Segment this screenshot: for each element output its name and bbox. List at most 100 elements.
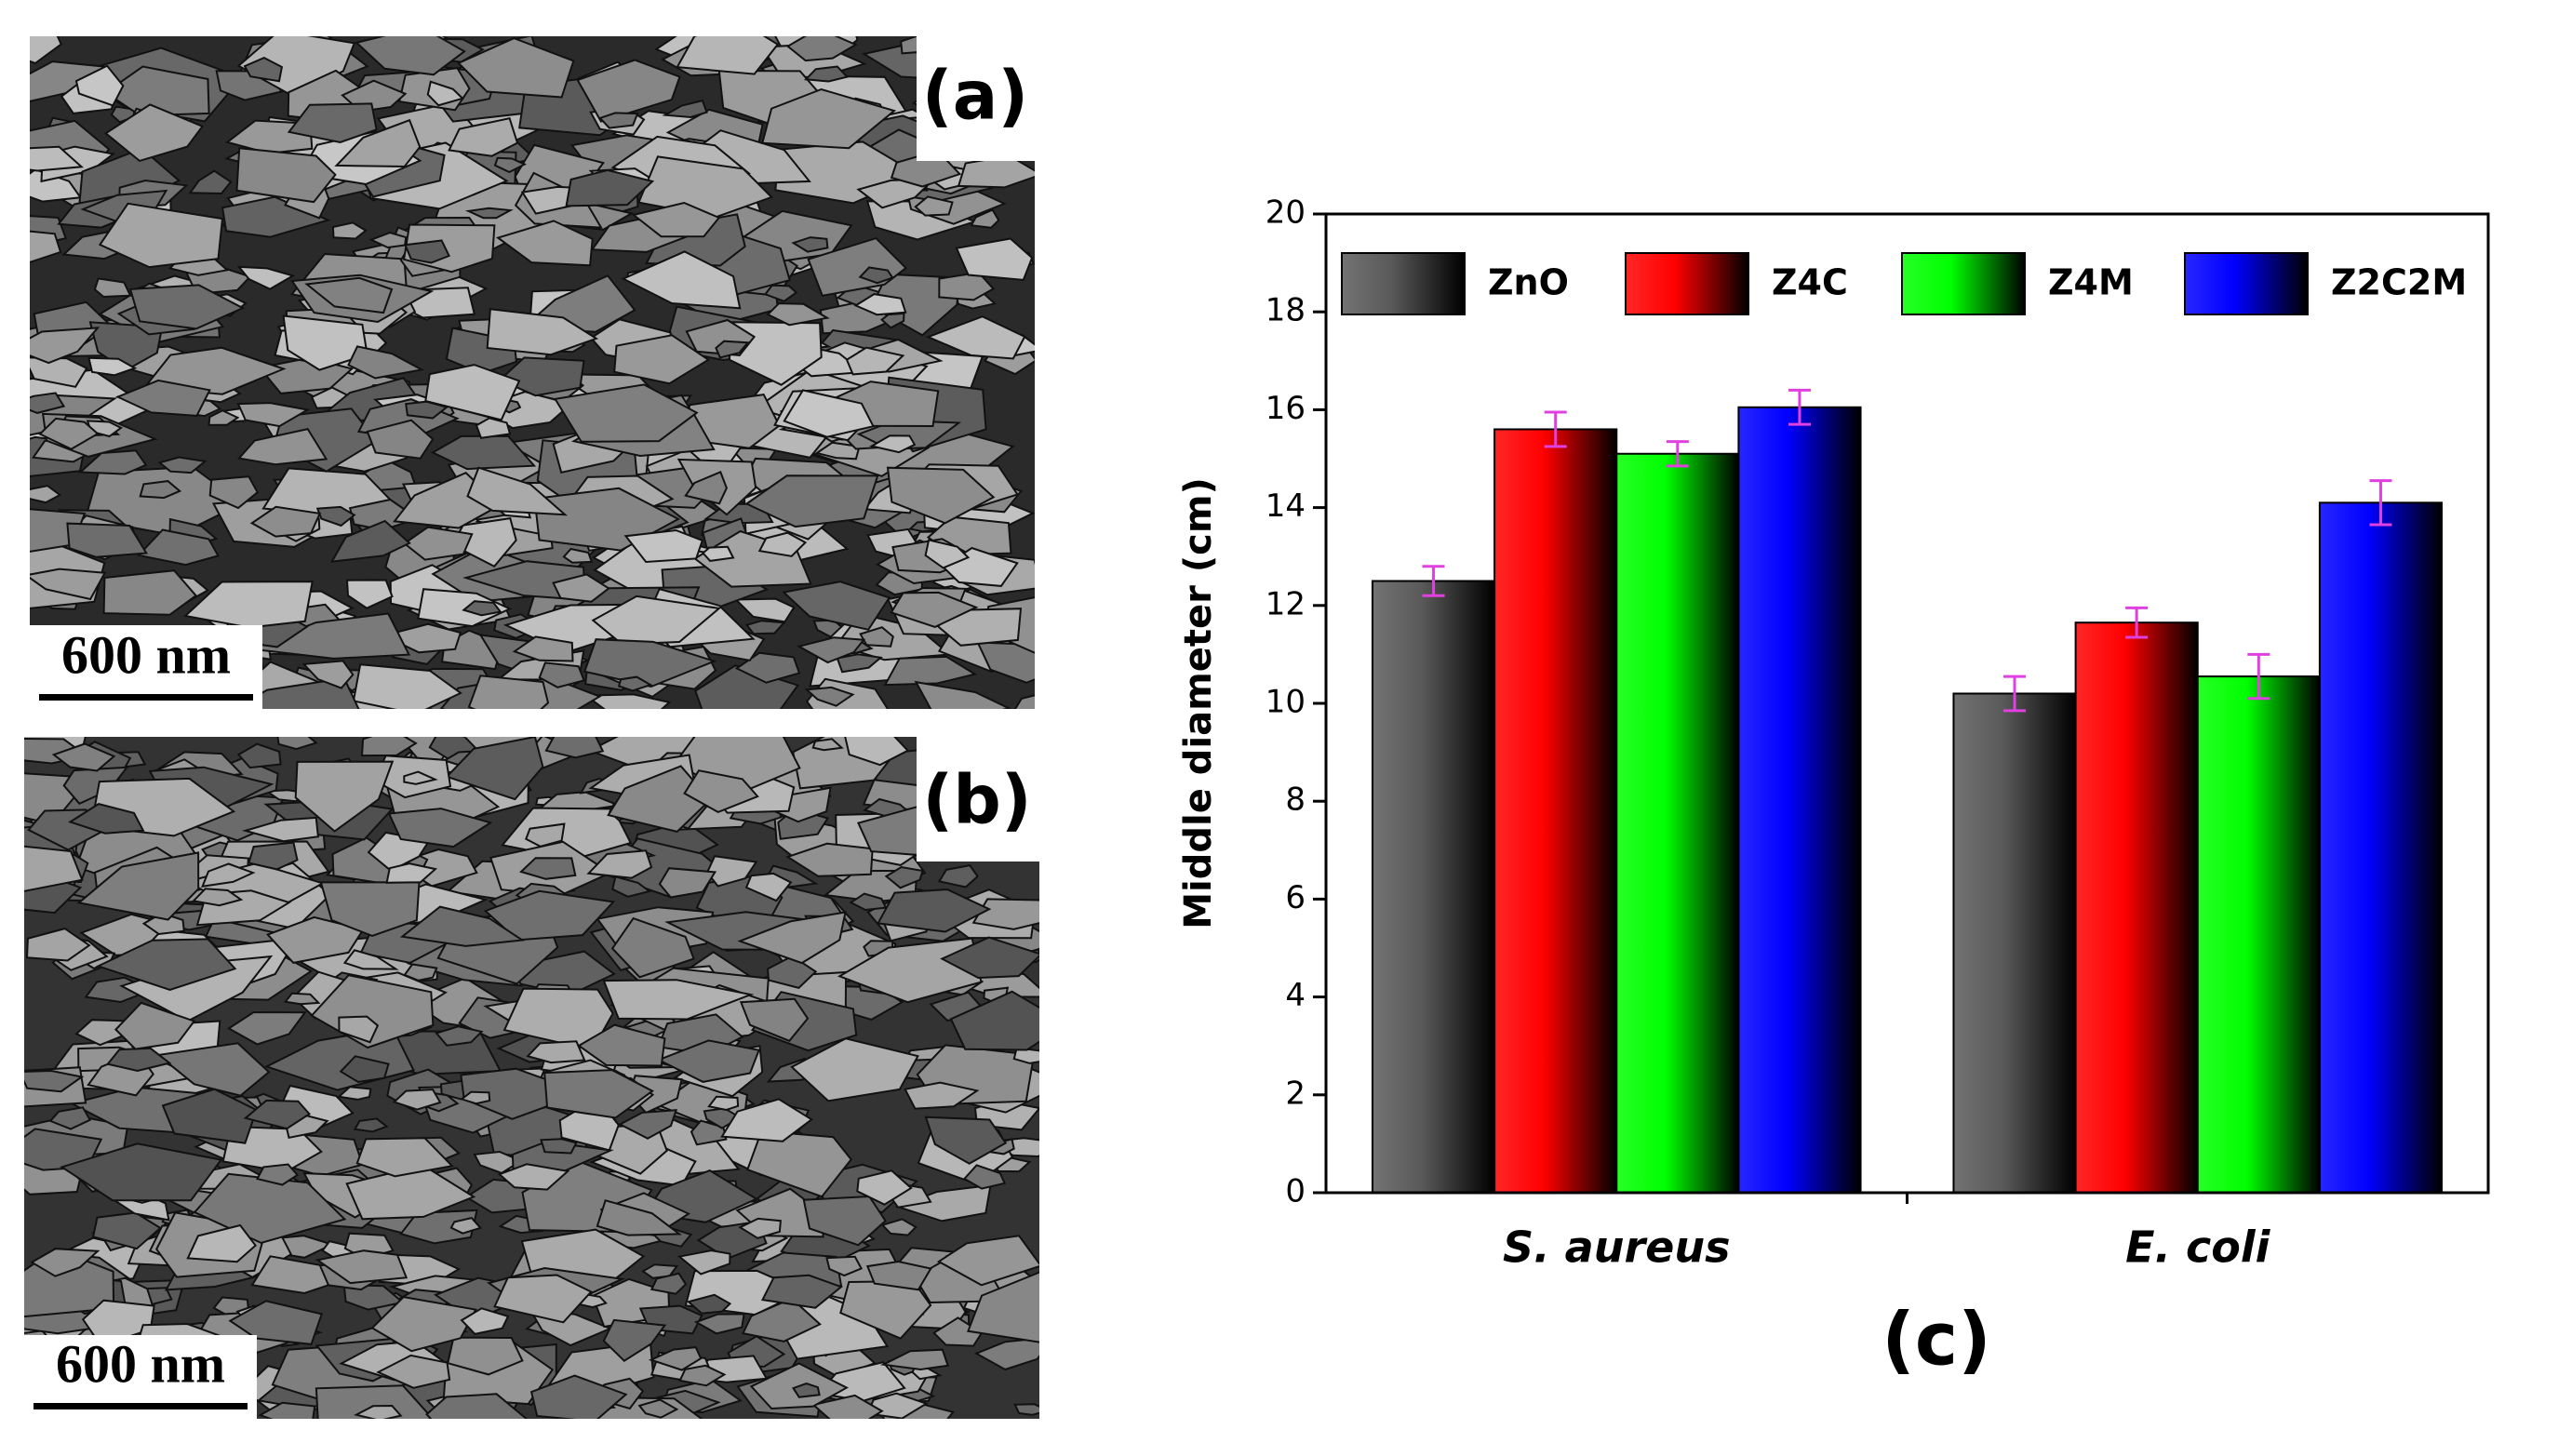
legend-label: Z4C [1772,262,1848,303]
texture [60,1142,223,1202]
texture [598,112,639,129]
texture [347,345,425,380]
texture [577,1023,666,1067]
texture [424,364,521,421]
texture [417,588,513,628]
texture [93,277,132,299]
texture [191,888,244,907]
texture [104,103,205,163]
texture [744,620,786,635]
texture [339,1055,390,1084]
texture [924,1115,1008,1165]
texture [971,898,1039,930]
y-tick-label: 18 [1266,292,1306,329]
texture [221,195,331,238]
texture [51,742,116,772]
texture [208,475,259,510]
texture [236,742,282,769]
texture [637,155,774,219]
texture [720,1098,813,1142]
texture [684,470,728,505]
texture [483,889,616,942]
texture [886,466,996,525]
texture [430,434,537,471]
texture [783,389,875,438]
texture [904,1081,980,1110]
texture [24,1128,103,1171]
texture [940,936,1039,980]
texture [802,1195,887,1247]
texture [512,635,574,662]
texture [686,1293,732,1315]
texture [610,916,695,979]
bar [1371,580,1496,1194]
texture [501,807,633,861]
texture [591,594,722,646]
label-box [917,36,1035,161]
scale-bar [39,694,253,701]
texture [460,1090,491,1105]
legend-label: Z4M [2048,262,2134,303]
texture [613,334,711,385]
texture [879,1348,950,1371]
legend-label: ZnO [1488,262,1569,303]
texture [355,36,466,76]
texture [98,202,224,269]
texture [435,1025,484,1047]
texture [525,822,566,848]
texture [836,653,883,674]
texture [623,528,704,564]
scale-bar-label: 600 nm [61,624,231,685]
texture [106,1047,172,1073]
texture [782,581,891,631]
texture [486,308,599,356]
texture [967,1271,1039,1343]
texture [825,1255,864,1277]
y-tick-label: 20 [1266,194,1306,232]
bar [1493,428,1618,1194]
texture [602,1318,667,1362]
texture [448,117,519,157]
texture [796,636,866,664]
texture [733,597,796,623]
texture [656,1039,760,1083]
texture [24,1069,85,1093]
texture [77,449,148,475]
texture [676,36,780,75]
texture [865,1392,929,1419]
x-tick-label: E. coli [2125,1222,2271,1273]
texture [473,1150,523,1175]
texture [366,419,435,460]
texture [304,276,394,314]
legend-label: Z2C2M [2331,262,2467,303]
texture [707,1095,740,1112]
error-bar [1544,410,1567,448]
texture [319,881,421,937]
texture [475,417,512,439]
texture [763,284,798,302]
texture [631,201,721,238]
texture [114,379,211,417]
texture [693,1313,745,1335]
texture [399,905,526,947]
texture [74,64,125,107]
texture [746,1129,852,1198]
texture [617,675,653,692]
texture [315,505,356,528]
texture [526,1040,586,1064]
texture [329,519,411,563]
plot-frame [1324,212,2490,1195]
texture [376,1354,451,1389]
y-tick-label: 0 [1285,1173,1306,1210]
texture [869,434,917,454]
error-bar [1788,388,1811,426]
texture [353,1404,403,1419]
texture [405,400,449,420]
texture [353,1117,389,1133]
texture [814,441,861,461]
texture [385,862,438,884]
y-tick-label: 4 [1285,977,1306,1014]
texture [449,1216,483,1235]
texture [757,531,808,557]
